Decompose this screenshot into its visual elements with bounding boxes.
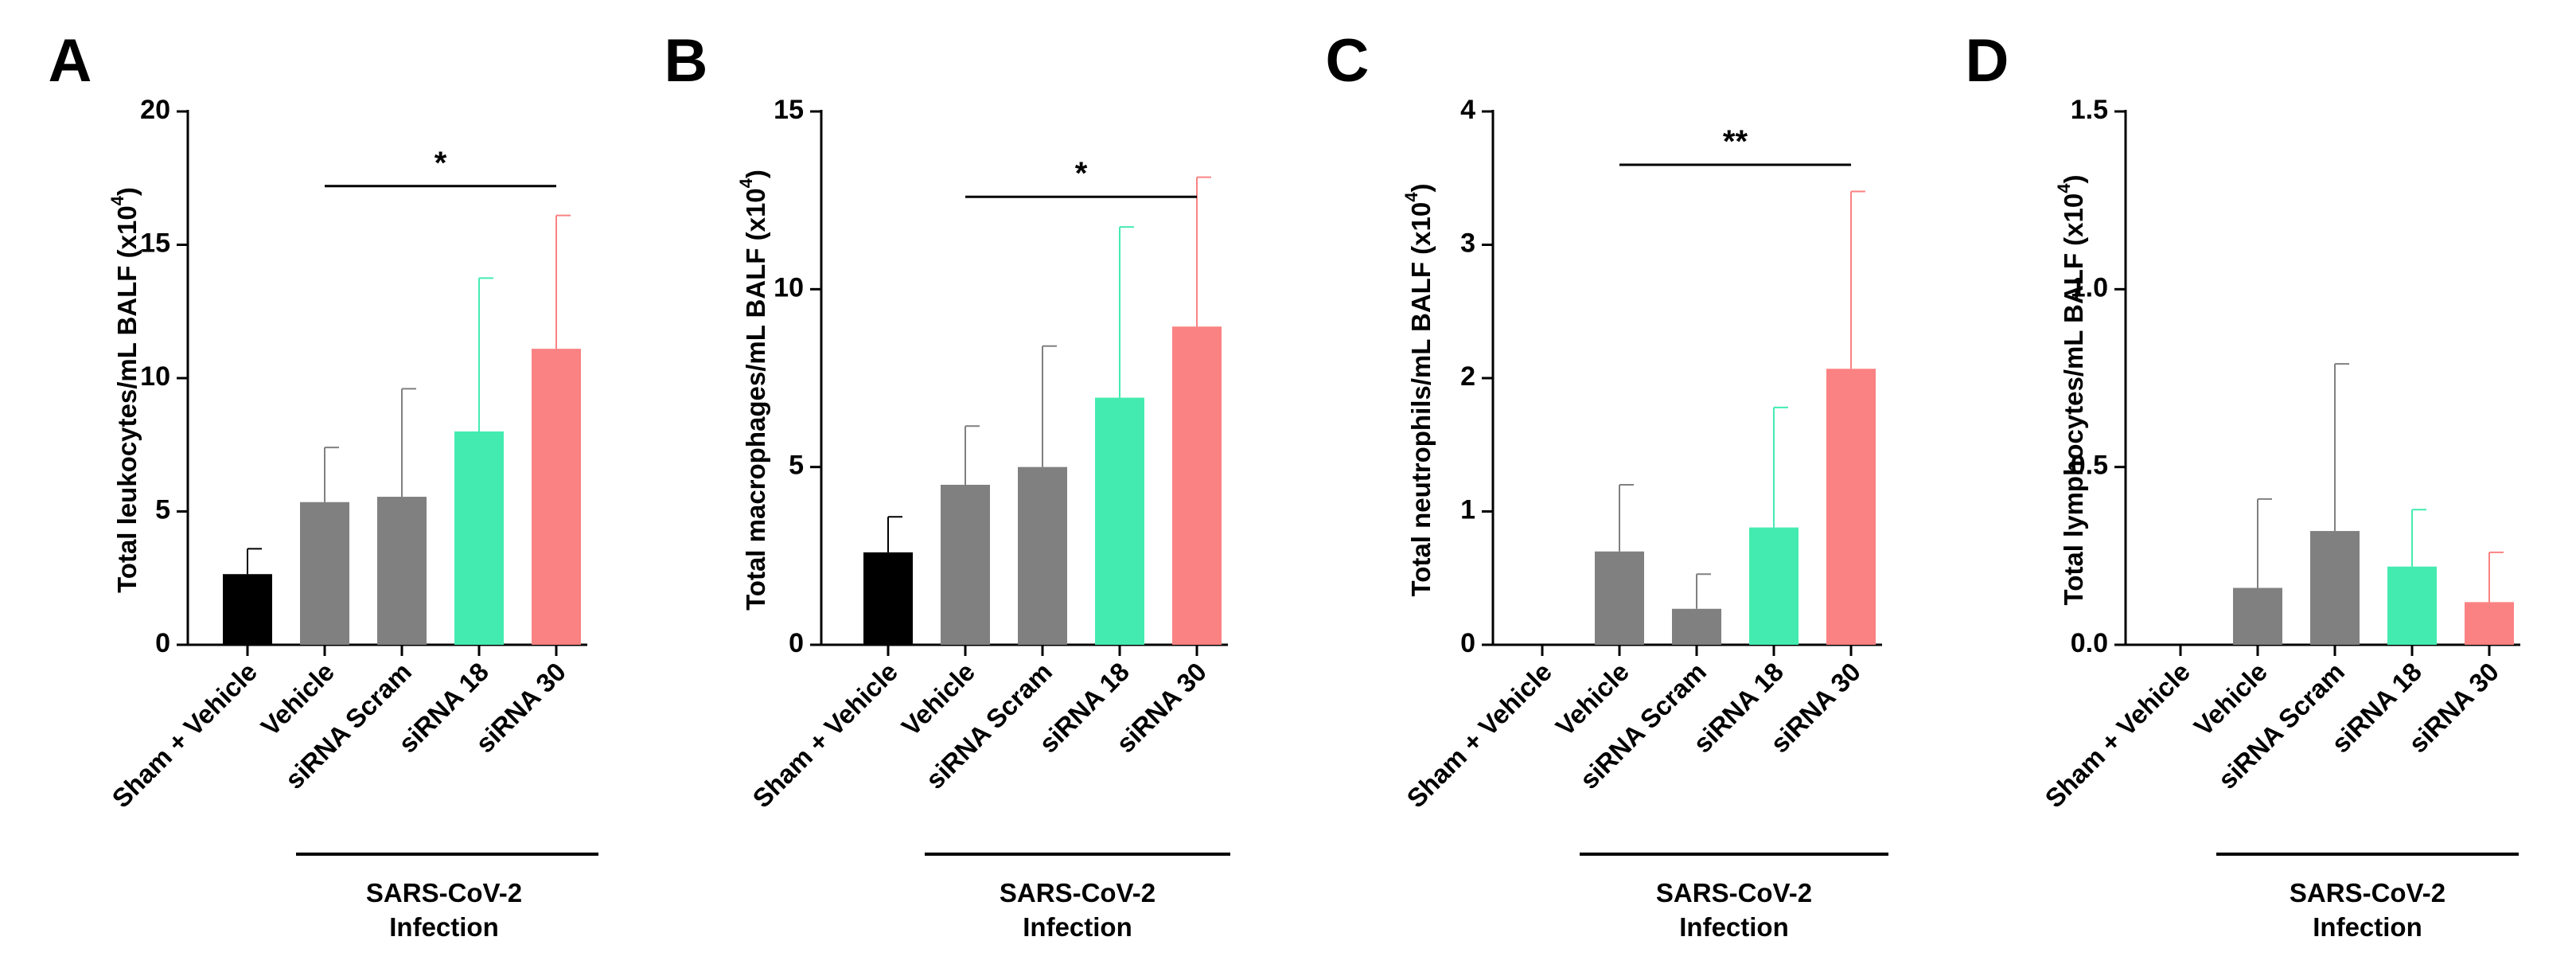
category-label: Sham + Vehicle xyxy=(106,657,263,814)
bar-scram xyxy=(1672,608,1721,645)
bar-sirna30 xyxy=(1826,369,1876,645)
bar-sham xyxy=(863,552,913,645)
y-axis-label-text: Total lymphocytes/mL BALF (x10 xyxy=(2059,193,2088,606)
panel-b: B 0 5 10 15 Total macrophages/mL BALF (x104) S… xyxy=(664,27,1230,942)
group-label-virus: SARS-CoV-2 xyxy=(2290,878,2445,907)
y-axis-label: Total macrophages/mL BALF (x104) xyxy=(736,170,770,611)
bar-vehicle xyxy=(941,485,990,645)
y-tick-label: 1.0 xyxy=(2071,272,2108,302)
y-axis-label-close: ) xyxy=(112,187,142,196)
group-label-virus: SARS-CoV-2 xyxy=(1656,878,1812,907)
y-axis-label-close: ) xyxy=(2059,175,2088,184)
bar-vehicle xyxy=(300,502,349,645)
bar-sirna30 xyxy=(1172,326,1222,645)
category-label: Sham + Vehicle xyxy=(2039,657,2196,814)
y-tick-label: 0 xyxy=(1460,628,1475,658)
bar-sirna30 xyxy=(2465,602,2514,645)
panel-letter: B xyxy=(664,27,708,95)
group-label-virus: SARS-CoV-2 xyxy=(1000,878,1155,907)
y-tick-label: 10 xyxy=(140,361,170,392)
y-tick-label: 3 xyxy=(1460,228,1475,258)
bar-scram xyxy=(377,497,427,645)
bar-sirna18 xyxy=(1749,527,1799,645)
y-tick-label: 4 xyxy=(1460,95,1475,125)
y-axis-label-superscript: 4 xyxy=(107,195,127,205)
y-tick-label: 1 xyxy=(1460,494,1475,525)
y-axis-label: Total leukocytes/mL BALF (x104) xyxy=(107,187,142,593)
y-axis-label-close: ) xyxy=(741,170,770,178)
y-tick-label: 0.0 xyxy=(2071,628,2108,658)
bar-vehicle xyxy=(1595,551,1644,645)
y-axis-label-superscript: 4 xyxy=(736,178,756,188)
group-label-infection: Infection xyxy=(2313,912,2422,942)
group-label-infection: Infection xyxy=(1679,912,1789,942)
panel-d: D 0.0 0.5 1.0 1.5 Total lymphocytes/mL BALF (… xyxy=(1966,27,2520,942)
y-axis-label-close: ) xyxy=(1406,184,1436,193)
panel-letter: C xyxy=(1326,27,1370,95)
panel-a: A 0 5 10 15 20 Total leukocytes/mL BALF (x104)… xyxy=(49,27,598,942)
group-label-infection: Infection xyxy=(1023,912,1132,942)
bar-sirna18 xyxy=(1095,397,1144,645)
y-tick-label: 2 xyxy=(1460,361,1475,392)
significance-label: * xyxy=(1075,156,1088,191)
bar-sirna30 xyxy=(532,349,581,645)
panel-letter: A xyxy=(49,27,92,95)
y-axis-label-text: Total leukocytes/mL BALF (x10 xyxy=(112,205,142,593)
significance-label: ** xyxy=(1723,124,1748,159)
y-tick-label: 10 xyxy=(774,272,804,302)
y-tick-label: 1.5 xyxy=(2071,95,2108,125)
y-tick-label: 15 xyxy=(140,228,170,258)
y-axis-label-superscript: 4 xyxy=(2054,183,2074,193)
group-label-virus: SARS-CoV-2 xyxy=(366,878,522,907)
y-tick-label: 15 xyxy=(774,95,804,125)
bar-scram xyxy=(1018,466,1067,645)
bar-scram xyxy=(2310,531,2360,645)
y-axis-label-superscript: 4 xyxy=(1401,192,1421,202)
y-tick-label: 5 xyxy=(155,494,170,525)
category-label: Sham + Vehicle xyxy=(746,657,903,814)
y-axis-label: Total neutrophils/mL BALF (x104) xyxy=(1401,184,1436,597)
y-axis-label: Total lymphocytes/mL BALF (x104) xyxy=(2054,175,2088,606)
category-label: Sham + Vehicle xyxy=(1401,657,1557,814)
group-label-infection: Infection xyxy=(389,912,499,942)
y-tick-label: 0 xyxy=(789,628,804,658)
bar-sirna18 xyxy=(454,431,504,645)
y-tick-label: 5 xyxy=(789,451,804,481)
panel-letter: D xyxy=(1966,27,2009,95)
y-tick-label: 0.5 xyxy=(2071,451,2108,481)
y-axis-label-text: Total macrophages/mL BALF (x10 xyxy=(741,188,770,611)
y-tick-label: 20 xyxy=(140,95,170,125)
bar-vehicle xyxy=(2233,587,2282,645)
y-axis-label-text: Total neutrophils/mL BALF (x10 xyxy=(1406,202,1436,597)
y-tick-label: 0 xyxy=(155,628,170,658)
bar-sham xyxy=(223,574,272,645)
significance-label: * xyxy=(435,146,447,181)
bar-sirna18 xyxy=(2387,566,2437,645)
